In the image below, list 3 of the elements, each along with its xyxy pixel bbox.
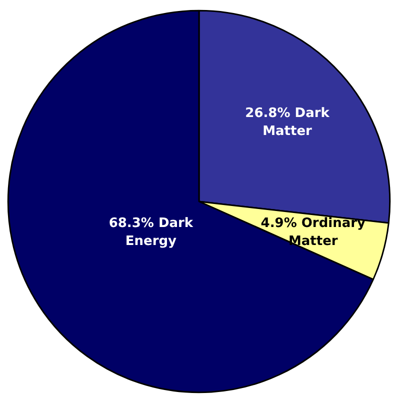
slice-label: 26.8% Dark Matter: [245, 106, 330, 140]
slice-label: 68.3% Dark Energy: [108, 216, 194, 250]
slice-label: 4.9% Ordinary Matter: [260, 216, 366, 250]
